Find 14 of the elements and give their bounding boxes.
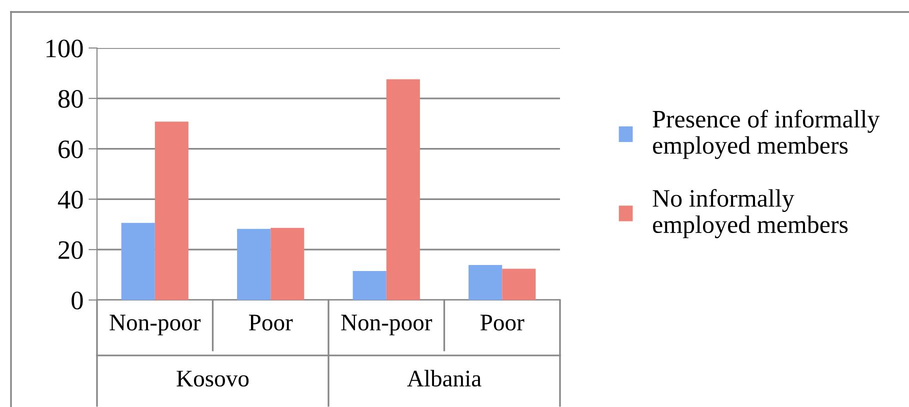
x-tick-label: Poor — [249, 314, 293, 331]
y-tick-label: 20 — [58, 241, 83, 260]
text: Kosovo — [176, 370, 249, 387]
x-tick-label: Non-poor — [110, 314, 201, 336]
y-tick-label: 40 — [58, 190, 83, 209]
y-tick-label: 60 — [58, 140, 83, 158]
text: Albania — [407, 370, 482, 387]
legend-label: Presence of informally employed members — [652, 110, 880, 159]
y-tick-label: 80 — [58, 90, 83, 108]
x-tick-label: Poor — [480, 314, 524, 331]
y-tick-label: 0 — [72, 292, 83, 310]
x-tick-label: Non-poor — [341, 314, 432, 336]
y-tick-label: 100 — [46, 40, 83, 58]
legend-label: No informally employed members — [652, 189, 848, 238]
